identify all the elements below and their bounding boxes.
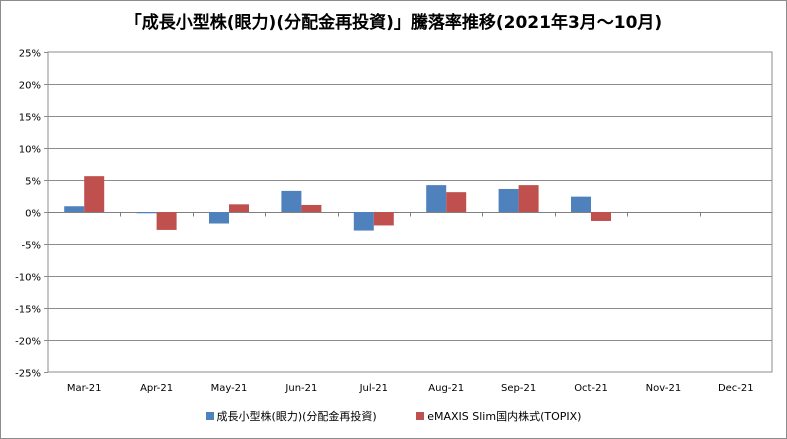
x-tick-label: Apr-21: [140, 383, 173, 394]
y-tick-label: -5%: [22, 241, 41, 252]
chart-legend: 成長小型株(眼力)(分配金再投資) eMAXIS Slim国内株式(TOPIX): [0, 408, 787, 424]
bar-fund: [64, 206, 85, 212]
x-tick-label: Jun-21: [284, 383, 317, 394]
legend-item-fund: 成長小型株(眼力)(分配金再投資): [205, 408, 377, 424]
bar-fund: [281, 190, 302, 212]
chart-title: 「成長小型株(眼力)(分配金再投資)」騰落率推移(2021年3月～10月): [124, 13, 663, 33]
bar-topix: [301, 204, 322, 212]
x-tick-label: Aug-21: [428, 383, 464, 394]
bar-topix: [446, 192, 467, 212]
bar-topix: [156, 212, 177, 230]
bar-fund: [498, 188, 519, 212]
bar-topix: [373, 212, 394, 226]
bar-fund: [571, 196, 591, 212]
legend-label-fund: 成長小型株(眼力)(分配金再投資): [216, 410, 377, 423]
bar-fund: [136, 212, 157, 214]
legend-item-topix: eMAXIS Slim国内株式(TOPIX): [416, 408, 581, 424]
x-tick-label: Oct-21: [574, 383, 608, 394]
x-tick-label: Mar-21: [67, 383, 102, 394]
bar-fund: [353, 212, 374, 231]
y-tick-label: 15%: [19, 113, 41, 124]
bar-topix: [229, 204, 249, 212]
y-tick-label: 25%: [19, 49, 41, 60]
x-tick-label: Nov-21: [646, 383, 682, 394]
y-tick-label: 10%: [19, 145, 41, 156]
y-tick-label: -15%: [15, 305, 41, 316]
x-tick-label: Jul-21: [359, 383, 388, 394]
x-tick-label: Dec-21: [718, 383, 754, 394]
y-tick-label: -25%: [15, 369, 41, 380]
bar-fund: [426, 185, 447, 212]
y-tick-label: 0%: [25, 209, 41, 220]
legend-swatch-topix: [416, 412, 425, 420]
bar-fund: [209, 212, 229, 224]
x-tick-label: Sep-21: [501, 383, 536, 394]
bar-topix: [84, 176, 105, 212]
y-tick-label: -10%: [15, 273, 41, 284]
x-tick-label: May-21: [211, 383, 248, 394]
y-tick-label: 20%: [19, 81, 41, 92]
legend-swatch-fund: [205, 412, 214, 420]
bar-topix: [518, 185, 539, 212]
y-tick-label: -20%: [15, 337, 41, 348]
legend-label-topix: eMAXIS Slim国内株式(TOPIX): [427, 410, 582, 423]
y-tick-label: 5%: [25, 177, 41, 188]
bar-topix: [591, 212, 611, 221]
